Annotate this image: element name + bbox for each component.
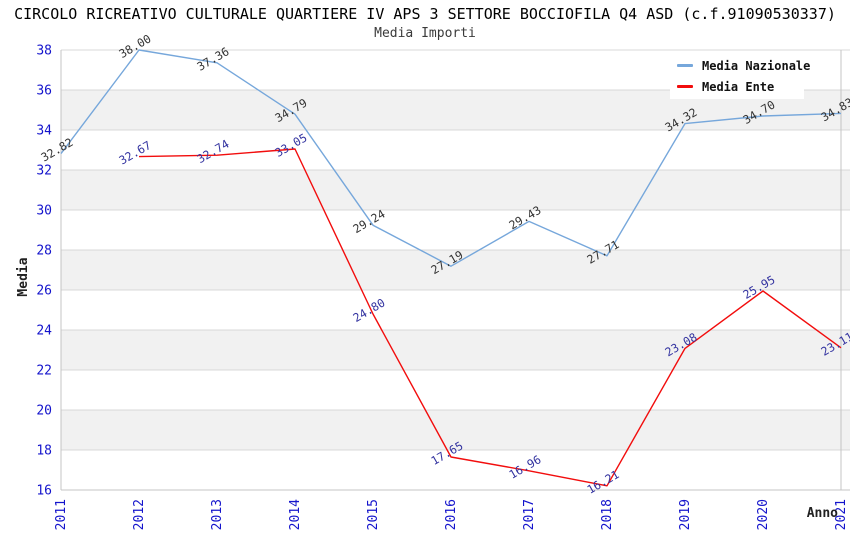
- legend-label-ente: Media Ente: [702, 79, 775, 94]
- point-label: 16.21: [585, 467, 622, 496]
- x-axis-title: Anno: [807, 506, 838, 521]
- x-tick-label: 2015: [366, 499, 381, 530]
- chart-title: CIRCOLO RICREATIVO CULTURALE QUARTIERE I…: [14, 5, 836, 23]
- y-tick-label: 16: [36, 484, 52, 499]
- chart-subtitle: Media Importi: [374, 26, 476, 41]
- y-tick-label: 28: [36, 244, 52, 259]
- legend-item-media-ente: Media Ente: [677, 80, 804, 94]
- y-tick-label: 18: [36, 444, 52, 459]
- series-line-ente: [138, 148, 842, 487]
- point-label: 24.80: [351, 295, 388, 324]
- y-tick-label: 24: [36, 324, 52, 339]
- x-tick-label: 2017: [522, 499, 537, 530]
- legend-swatch-ente-icon: [677, 85, 693, 88]
- point-label: 32.67: [117, 138, 154, 167]
- x-tick-label: 2013: [210, 499, 225, 530]
- band: [61, 330, 850, 370]
- x-tick-label: 2018: [600, 499, 615, 530]
- y-tick-label: 38: [36, 44, 52, 59]
- y-tick-label: 20: [36, 404, 52, 419]
- band: [61, 250, 850, 290]
- series-line-nazionale: [60, 49, 842, 267]
- x-tick-label: 2021: [834, 499, 849, 530]
- legend-swatch-nazionale-icon: [677, 64, 693, 67]
- x-tick-label: 2011: [54, 499, 69, 530]
- x-tick-label: 2019: [678, 499, 693, 530]
- point-label: 33.05: [273, 130, 310, 159]
- band: [61, 410, 850, 450]
- point-label: 38.00: [117, 31, 154, 60]
- point-label: 32.82: [39, 135, 76, 164]
- point-label: 32.74: [195, 137, 232, 166]
- y-tick-label: 22: [36, 364, 52, 379]
- x-tick-label: 2020: [756, 499, 771, 530]
- y-tick-label: 26: [36, 284, 52, 299]
- y-axis-title: Media: [16, 257, 31, 296]
- y-tick-label: 30: [36, 204, 52, 219]
- legend-item-media-nazionale: Media Nazionale: [677, 59, 810, 73]
- y-tick-label: 34: [36, 124, 52, 139]
- point-label: 29.24: [351, 207, 388, 236]
- x-tick-label: 2016: [444, 499, 459, 530]
- legend: Media Nazionale Media Ente: [670, 53, 810, 99]
- x-tick-label: 2012: [132, 499, 147, 530]
- legend-label-nazionale: Media Nazionale: [702, 58, 811, 73]
- band: [61, 170, 850, 210]
- point-label: 16.96: [507, 452, 544, 481]
- x-tick-label: 2014: [288, 499, 303, 530]
- y-tick-label: 36: [36, 84, 52, 99]
- y-tick-label: 32: [36, 164, 52, 179]
